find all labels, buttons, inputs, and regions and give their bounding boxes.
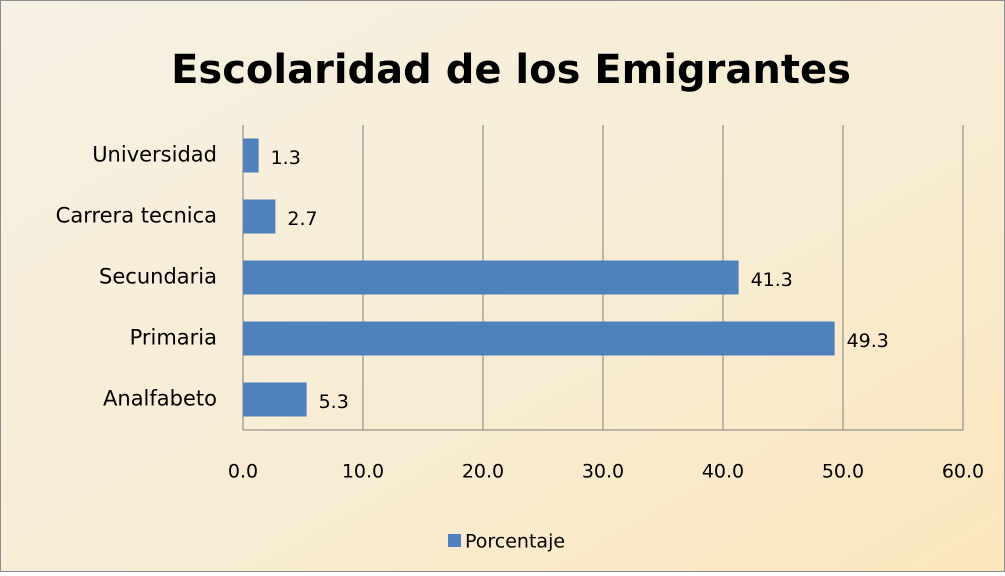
- y-tick-label: Universidad: [92, 143, 217, 167]
- y-tick-label: Secundaria: [99, 265, 217, 289]
- bar: [243, 138, 259, 173]
- y-tick-label: Analfabeto: [103, 387, 217, 411]
- data-label: 1.3: [271, 147, 301, 169]
- data-label: 49.3: [847, 330, 889, 352]
- data-label: 41.3: [751, 269, 793, 291]
- x-tick-label: 20.0: [462, 461, 504, 483]
- bar: [243, 382, 307, 417]
- legend-swatch: [448, 534, 461, 547]
- x-tick-label: 40.0: [702, 461, 744, 483]
- x-tick-label: 30.0: [582, 461, 624, 483]
- x-tick-label: 60.0: [942, 461, 984, 483]
- x-tick-label: 0.0: [228, 461, 258, 483]
- bar: [243, 260, 739, 295]
- data-label: 2.7: [287, 208, 317, 230]
- bar: [243, 199, 276, 234]
- x-tick-label: 10.0: [342, 461, 384, 483]
- x-tick-label: 50.0: [822, 461, 864, 483]
- y-tick-label: Carrera tecnica: [56, 204, 217, 228]
- chart-title: Escolaridad de los Emigrantes: [171, 47, 851, 93]
- bar: [243, 321, 835, 356]
- legend-label: Porcentaje: [465, 531, 565, 553]
- y-tick-label: Primaria: [130, 326, 217, 350]
- data-label: 5.3: [319, 391, 349, 413]
